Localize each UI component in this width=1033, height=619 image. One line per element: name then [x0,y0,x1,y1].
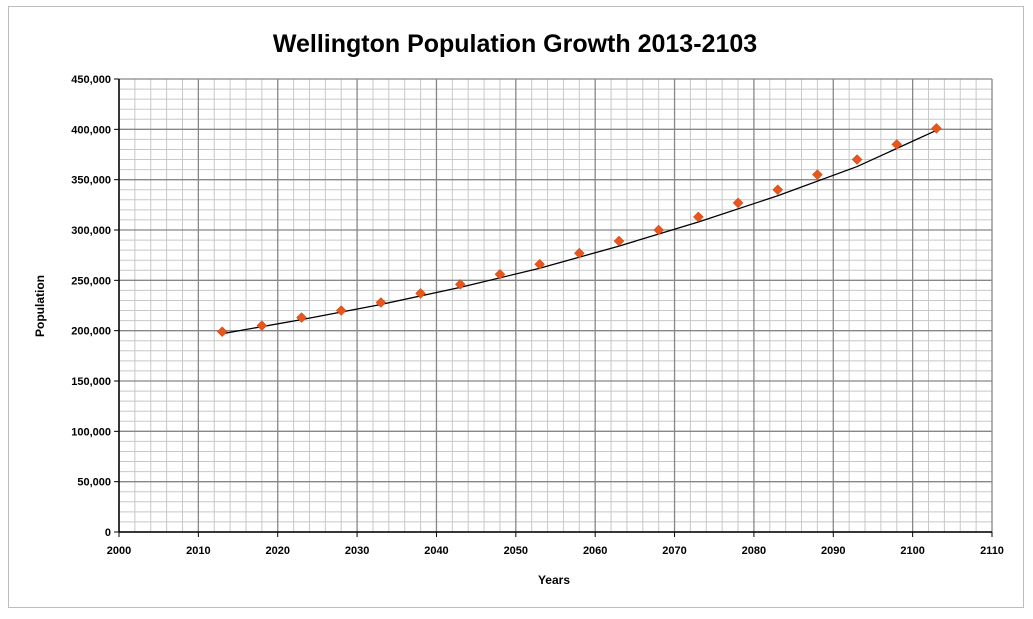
x-tick-label: 2010 [186,545,210,557]
y-tick-label: 350,000 [71,175,111,187]
x-tick-label: 2110 [980,545,1004,557]
y-tick-label: 100,000 [71,426,111,438]
x-tick-label: 2100 [900,545,924,557]
data-point [732,197,744,209]
data-point [256,320,268,331]
data-points [216,122,942,338]
y-axis-label: Population [33,275,47,337]
data-point [772,184,784,196]
y-tick-label: 450,000 [71,74,111,86]
data-point [812,169,823,180]
y-tick-label: 200,000 [71,326,111,338]
y-tick-label: 250,000 [71,275,111,287]
data-point [216,326,228,338]
data-point [851,154,863,165]
x-axis-label: Years [538,573,570,587]
x-tick-label: 2070 [662,545,686,557]
data-point [375,297,387,308]
x-tick-label: 2020 [265,545,289,557]
data-point [534,258,545,270]
chart-title: Wellington Population Growth 2013-2103 [273,30,757,58]
data-point [653,224,665,236]
y-tick-label: 400,000 [71,124,111,136]
data-point [415,288,426,299]
y-tick-label: 0 [105,527,111,539]
x-tick-label: 2080 [742,545,766,557]
y-axis-tick-labels: 0 50,000 100,000 150,000 200,000 250,000 300,0… [71,74,111,539]
x-tick-label: 2060 [583,545,607,557]
data-point [613,235,625,247]
x-tick-label: 2000 [107,545,131,557]
data-point [931,122,942,134]
axes [114,78,993,537]
y-tick-label: 50,000 [77,477,111,489]
x-tick-label: 2040 [424,545,448,557]
data-point [335,305,347,316]
x-tick-label: 2090 [821,545,845,557]
data-point [494,268,506,280]
data-point [891,139,903,150]
x-tick-label: 2050 [504,545,528,557]
y-tick-label: 300,000 [71,225,111,237]
data-point [296,312,307,323]
y-tick-label: 150,000 [71,376,111,388]
data-point [573,247,585,259]
data-point [693,211,704,223]
data-point [454,279,466,290]
gridlines [118,78,993,533]
x-axis-tick-labels: 2000 2010 2020 2030 2040 2050 2060 2070 2080 2090… [107,545,1004,557]
x-tick-label: 2030 [345,545,369,557]
